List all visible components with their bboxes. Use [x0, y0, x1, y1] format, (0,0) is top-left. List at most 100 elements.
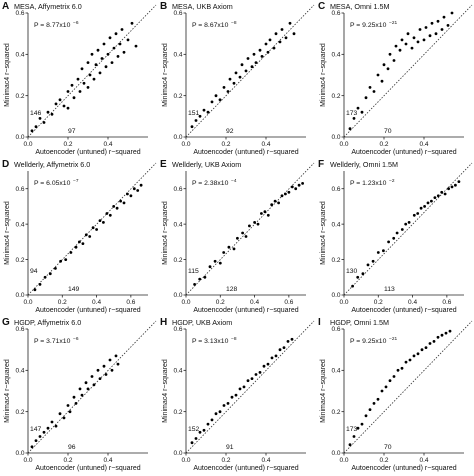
data-point	[416, 212, 420, 215]
data-point	[412, 354, 416, 358]
data-point	[444, 331, 448, 335]
data-point	[400, 366, 404, 370]
data-point	[81, 242, 85, 245]
data-point	[454, 183, 457, 187]
count-above-diagonal: 147	[30, 426, 42, 433]
data-point	[430, 199, 433, 203]
x-tick-label: 0.0	[339, 299, 348, 306]
panel-letter: H	[160, 317, 167, 328]
data-point	[134, 44, 138, 48]
data-point	[69, 251, 73, 254]
data-point	[122, 201, 126, 205]
data-points	[190, 337, 294, 445]
panel-i: I HGDP, Omni 1.5M 0.0 0.2 0.4 0.0 0.2 0.4 0.6 Aut…	[316, 316, 474, 474]
data-point	[280, 194, 284, 198]
data-point	[92, 383, 96, 387]
data-point	[292, 32, 296, 36]
y-axis-label: Minimac4 r−squared	[162, 359, 169, 423]
panel-title: Wellderly, UKB Axiom	[172, 160, 241, 169]
data-point	[440, 190, 444, 194]
y-tick-label: 0.2	[331, 409, 340, 416]
x-tick-label: 0.0	[23, 299, 32, 306]
p-value-label: P = 3.13x10	[192, 338, 229, 345]
count-below-diagonal: 97	[68, 128, 76, 135]
data-point	[258, 371, 262, 374]
p-value-exponent: −8	[231, 336, 237, 342]
identity-reference-line	[343, 320, 473, 454]
data-point	[240, 63, 244, 67]
data-point	[70, 83, 74, 87]
data-points	[348, 329, 452, 447]
y-tick-label: 0.2	[331, 257, 340, 264]
x-tick-label: 0.2	[374, 299, 383, 306]
panel-title: Wellderly, Omni 1.5M	[330, 160, 398, 169]
data-point	[102, 42, 106, 46]
data-point	[74, 402, 78, 405]
data-point	[273, 199, 277, 203]
data-point	[368, 408, 372, 411]
data-point	[50, 420, 54, 424]
data-point	[420, 348, 424, 352]
data-point	[250, 377, 254, 380]
data-point	[430, 21, 434, 25]
data-point	[348, 443, 352, 447]
data-point	[424, 26, 428, 29]
data-point	[58, 412, 62, 416]
count-below-diagonal: 70	[384, 128, 392, 135]
y-tick-label: 0.6	[173, 326, 182, 333]
data-point	[376, 251, 380, 254]
data-point	[132, 187, 136, 191]
data-point	[246, 379, 250, 383]
x-tick-label: 0.0	[181, 299, 190, 306]
count-above-diagonal: 151	[188, 110, 200, 117]
x-tick-label: 0.6	[284, 299, 293, 306]
data-point	[360, 110, 364, 114]
data-point	[88, 73, 92, 77]
data-point	[246, 57, 250, 60]
x-axis-label: Autoencoder (untuned) r−squared	[35, 307, 140, 314]
x-axis-label: Autoencoder (untuned) r−squared	[351, 149, 456, 156]
data-point	[419, 206, 423, 210]
data-point	[80, 393, 84, 397]
count-below-diagonal: 113	[384, 286, 395, 293]
panel-h: H HGDP, UKB Axiom 0.0 0.2 0.4 0.0 0.2 0.4 0.6 Aut…	[158, 316, 316, 474]
data-point	[423, 205, 426, 208]
data-point	[361, 272, 365, 276]
data-point	[98, 377, 102, 380]
data-point	[202, 428, 206, 432]
data-point	[287, 190, 291, 194]
data-point	[105, 212, 109, 215]
panel-b: B MESA, UKB Axiom 0.0 0.2 0.4 0.0 0.2 0.4 0.6 Aut…	[158, 0, 316, 158]
data-point	[88, 235, 92, 238]
count-above-diagonal: 146	[30, 110, 42, 117]
data-point	[356, 275, 360, 279]
data-point	[424, 346, 428, 349]
y-axis-label: Minimac4 r−squared	[162, 43, 169, 107]
data-point	[394, 44, 398, 48]
scatter-plot: G HGDP, Affymetrix 6.0 0.0 0.2 0.4 0.0 0.2 0.4 0…	[2, 317, 157, 472]
y-tick-label: 0.0	[15, 450, 24, 457]
data-point	[38, 283, 42, 286]
data-point	[432, 340, 436, 343]
x-tick-label: 0.2	[63, 141, 72, 148]
data-point	[222, 251, 226, 254]
count-above-diagonal: 94	[30, 268, 38, 275]
x-tick-label: 0.2	[63, 457, 72, 464]
data-point	[422, 38, 426, 42]
x-axis-label: Autoencoder (untuned) r−squared	[193, 149, 298, 156]
data-point	[400, 38, 404, 42]
data-point	[301, 182, 304, 185]
scatter-plot: E Wellderly, UKB Axiom 0.0 0.2 0.4 0.6 0.0 0.2 0…	[160, 159, 315, 314]
x-axis-label: Autoencoder (untuned) r−squared	[193, 465, 298, 472]
data-point	[392, 375, 396, 378]
x-tick-label: 0.4	[261, 141, 270, 148]
data-point	[96, 48, 100, 52]
data-point	[139, 183, 143, 187]
data-point	[78, 387, 82, 391]
data-point	[266, 50, 270, 54]
data-point	[33, 288, 37, 292]
data-point	[450, 11, 454, 15]
data-point	[30, 129, 34, 133]
y-tick-label: 0.4	[331, 368, 340, 375]
data-point	[108, 36, 112, 40]
